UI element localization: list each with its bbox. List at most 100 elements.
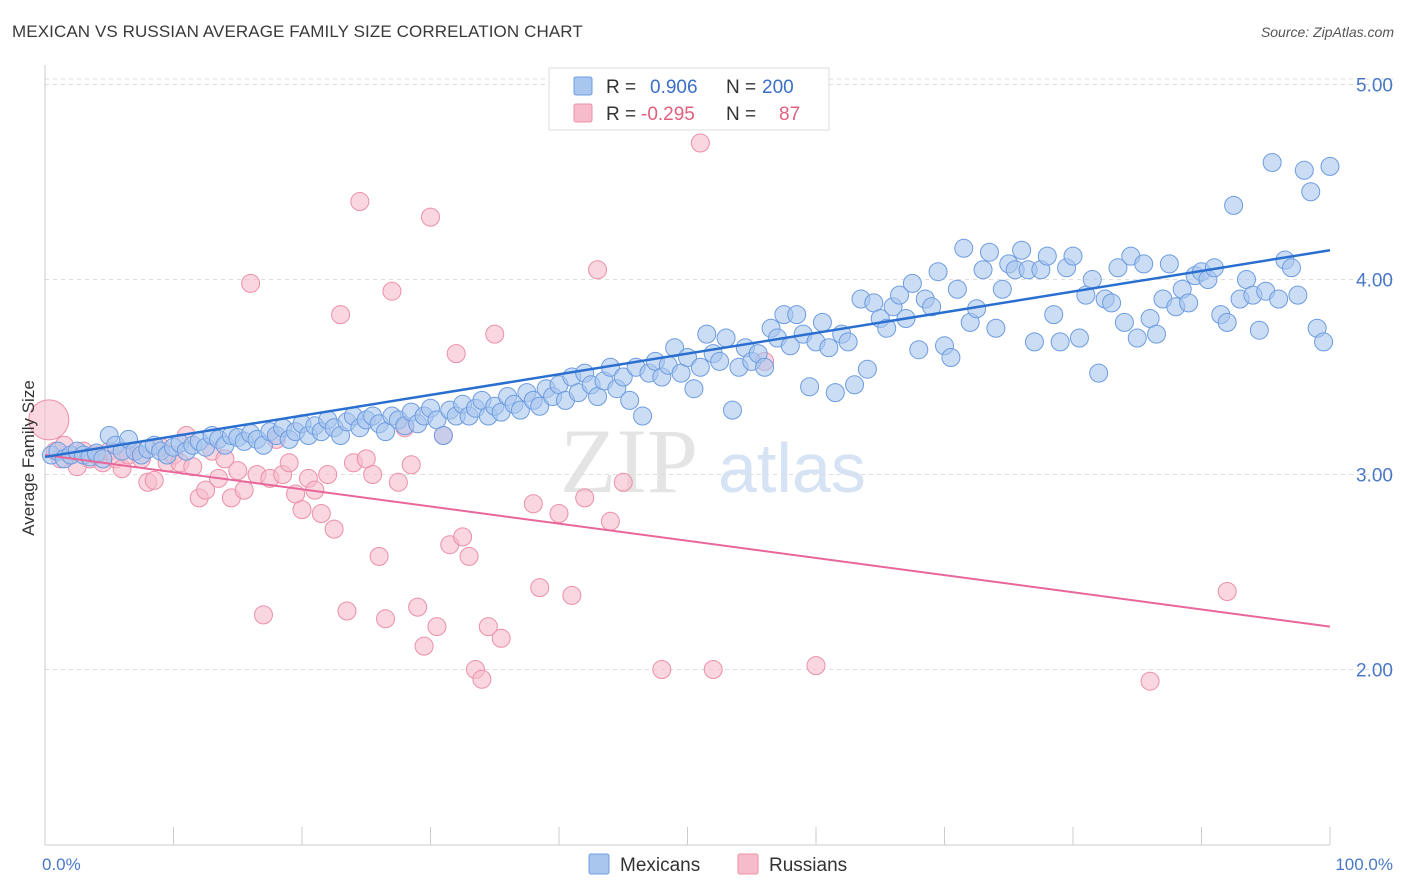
mexicans-point xyxy=(954,238,974,258)
mexicans-point xyxy=(93,449,113,469)
mexicans-point xyxy=(1089,363,1109,383)
mexicans-point xyxy=(1082,270,1102,289)
russians-point xyxy=(382,281,402,301)
mexicans-point xyxy=(812,312,832,332)
russians-point xyxy=(318,465,338,484)
mexicans-point xyxy=(1037,246,1057,266)
mexicans-point xyxy=(979,242,999,262)
russians-point xyxy=(414,636,434,656)
russians-point xyxy=(376,609,396,629)
legend-r-value-russians: -0.295 xyxy=(641,104,695,125)
mexicans-point xyxy=(1050,332,1070,352)
russians-point xyxy=(1217,582,1237,601)
mexicans-point xyxy=(1044,305,1064,325)
mexicans-point xyxy=(890,285,910,305)
russians-point xyxy=(600,511,620,531)
bottom-legend: Mexicans Russians xyxy=(588,853,847,876)
mexicans-point xyxy=(819,338,839,358)
mexicans-point xyxy=(909,340,929,360)
mexicans-point xyxy=(1069,328,1089,348)
mexicans-point xyxy=(1262,153,1282,172)
mexicans-point xyxy=(922,297,942,317)
legend-r-label-russians: R = xyxy=(606,104,636,125)
y-tick-label: 2.00 xyxy=(1356,661,1393,682)
mexicans-point xyxy=(800,377,820,397)
russians-point xyxy=(253,605,273,625)
russians-series xyxy=(28,133,1237,691)
y-tick-label: 3.00 xyxy=(1356,466,1393,487)
bottom-legend-swatch-mexicans xyxy=(588,853,610,875)
mexicans-point xyxy=(1134,254,1154,274)
mexicans-point xyxy=(787,305,807,325)
mexicans-point xyxy=(433,426,453,445)
mexicans-point xyxy=(722,400,742,420)
mexicans-point xyxy=(690,357,710,377)
mexicans-point xyxy=(1281,258,1301,278)
y-tick-label: 5.00 xyxy=(1356,76,1393,97)
legend-n-value-mexicans: 200 xyxy=(762,77,794,98)
legend-swatch-mexicans xyxy=(573,76,593,96)
bottom-legend-russians: Russians xyxy=(769,855,847,876)
mexicans-point xyxy=(710,351,730,371)
mexicans-point xyxy=(1127,328,1147,348)
legend: R = 0.906 N = 200 R = -0.295 N = 87 xyxy=(548,67,830,131)
russians-point xyxy=(350,192,370,211)
x-tick-label: 0.0% xyxy=(42,855,81,874)
legend-n-label-russians: N = xyxy=(726,104,756,125)
mexicans-point xyxy=(928,262,948,282)
russians-point xyxy=(453,527,473,547)
russians-point xyxy=(562,585,582,605)
mexicans-point xyxy=(1024,332,1044,352)
mexicans-point xyxy=(902,273,922,293)
russians-point xyxy=(241,273,261,293)
russians-point xyxy=(401,455,421,475)
mexicans-point xyxy=(986,318,1006,338)
mexicans-point xyxy=(1108,258,1128,278)
russians-point xyxy=(331,305,351,325)
russians-point xyxy=(408,597,428,617)
mexicans-point xyxy=(1294,160,1314,180)
russians-point xyxy=(337,601,357,621)
y-tick-label: 4.00 xyxy=(1356,271,1393,292)
mexicans-point xyxy=(947,279,967,299)
russians-trend-line xyxy=(44,454,1331,628)
russians-point xyxy=(530,578,550,598)
mexicans-series xyxy=(41,153,1340,469)
russians-point xyxy=(485,324,505,344)
y-axis-title: Average Family Size xyxy=(19,380,38,536)
russians-point xyxy=(549,504,569,523)
mexicans-trend-line xyxy=(44,249,1331,459)
mexicans-point xyxy=(1159,254,1179,274)
mexicans-point xyxy=(845,375,865,395)
legend-r-value-mexicans: 0.906 xyxy=(650,77,698,98)
legend-box xyxy=(548,67,830,131)
mexicans-point xyxy=(1147,324,1167,344)
mexicans-point xyxy=(877,318,897,338)
russians-point xyxy=(144,470,164,490)
russians-point xyxy=(491,628,511,648)
mexicans-point xyxy=(1224,195,1244,215)
mexicans-point xyxy=(825,383,845,403)
russians-point xyxy=(459,546,479,566)
mexicans-point xyxy=(613,367,633,387)
russians-point xyxy=(690,133,710,153)
russians-point xyxy=(613,472,633,492)
x-tick-label: 100.0% xyxy=(1335,855,1393,874)
mexicans-point xyxy=(510,400,530,420)
mexicans-point xyxy=(1288,285,1308,305)
bottom-legend-mexicans: Mexicans xyxy=(620,855,700,876)
legend-swatch-russians xyxy=(573,103,593,123)
mexicans-point xyxy=(697,324,717,344)
bottom-legend-swatch-russians xyxy=(737,853,759,875)
russians-point xyxy=(363,465,383,484)
russians-point xyxy=(446,344,466,364)
mexicans-point xyxy=(1063,246,1083,266)
legend-n-value-russians: 87 xyxy=(779,104,800,125)
russians-point xyxy=(369,546,389,566)
mexicans-point xyxy=(1012,240,1032,260)
x-tick-labels: 0.0% 100.0% xyxy=(42,855,1393,874)
mexicans-point xyxy=(530,396,550,416)
mexicans-point xyxy=(1114,312,1134,332)
russians-point xyxy=(28,399,70,441)
